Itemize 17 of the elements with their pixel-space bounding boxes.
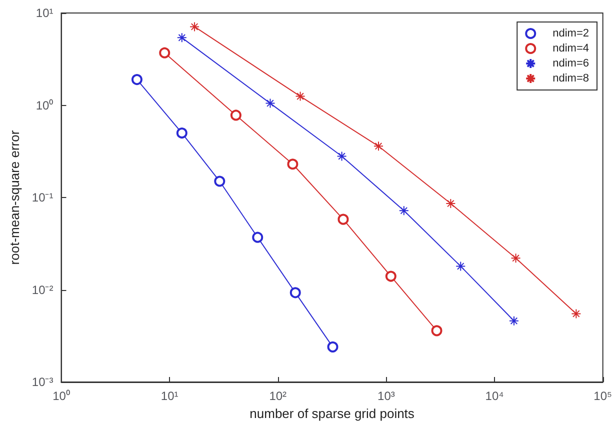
x-tick-label: 10⁵: [594, 389, 612, 403]
x-tick-label: 10³: [378, 389, 395, 403]
x-tick-label: 10⁰: [52, 389, 70, 403]
y-axis-title: root-mean-square error: [7, 130, 22, 265]
y-tick-label: 10⁻²: [32, 282, 54, 297]
y-tick-label: 10⁻¹: [32, 190, 54, 204]
x-axis-title: number of sparse grid points: [250, 406, 415, 421]
legend-label: ndim=6: [552, 58, 590, 70]
legend-label: ndim=2: [552, 28, 590, 40]
x-tick-label: 10¹: [160, 389, 178, 403]
y-tick-label: 10¹: [36, 6, 54, 20]
y-tick-label: 10⁰: [36, 98, 54, 112]
x-tick-label: 10²: [269, 389, 287, 403]
legend-label: ndim=8: [552, 72, 590, 84]
legend-label: ndim=4: [552, 42, 590, 54]
x-tick-label: 10⁴: [485, 389, 504, 403]
y-tick-label: 10⁻³: [32, 375, 54, 389]
